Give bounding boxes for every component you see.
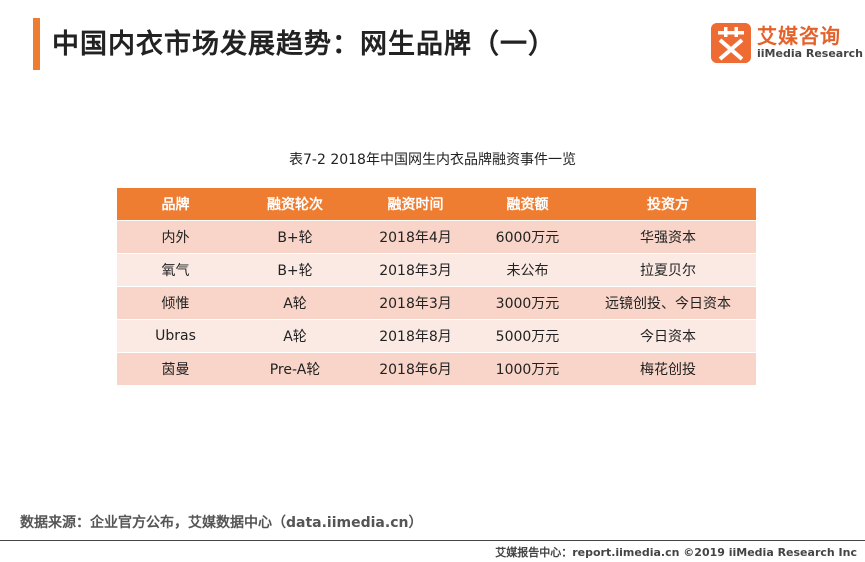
cell-round: Pre-A轮 [234, 351, 356, 385]
cell-brand: 内外 [117, 219, 234, 253]
table-row: 内外 B+轮 2018年4月 6000万元 华强资本 [117, 219, 756, 253]
cell-investor: 拉夏贝尔 [580, 252, 756, 286]
page-title: 中国内衣市场发展趋势：网生品牌（一） [52, 29, 556, 60]
cell-amount: 5000万元 [475, 318, 580, 352]
table-row: 倾惟 A轮 2018年3月 3000万元 远镜创投、今日资本 [117, 285, 756, 319]
cell-brand: 茵曼 [117, 351, 234, 385]
cell-round: B+轮 [234, 219, 356, 253]
cell-amount: 3000万元 [475, 285, 580, 319]
table-caption: 表7-2 2018年中国网生内衣品牌融资事件一览 [289, 152, 576, 168]
cell-date: 2018年8月 [356, 318, 475, 352]
column-header-amount: 融资额 [475, 188, 580, 220]
logo-name-en: iiMedia Research [757, 47, 863, 60]
table-row: 茵曼 Pre-A轮 2018年6月 1000万元 梅花创投 [117, 351, 756, 385]
cell-round: A轮 [234, 285, 356, 319]
cell-investor: 华强资本 [580, 219, 756, 253]
data-source-note: 数据来源：企业官方公布，艾媒数据中心（data.iimedia.cn） [20, 515, 423, 531]
cell-brand: 倾惟 [117, 285, 234, 319]
cell-round: B+轮 [234, 252, 356, 286]
cell-amount: 6000万元 [475, 219, 580, 253]
cell-round: A轮 [234, 318, 356, 352]
logo-mark-icon [711, 23, 751, 63]
footer-divider [0, 540, 865, 541]
column-header-investor: 投资方 [580, 188, 756, 220]
cell-date: 2018年3月 [356, 285, 475, 319]
column-header-round: 融资轮次 [234, 188, 356, 220]
column-header-brand: 品牌 [117, 188, 234, 220]
cell-amount: 未公布 [475, 252, 580, 286]
cell-brand: Ubras [117, 318, 234, 352]
cell-brand: 氧气 [117, 252, 234, 286]
cell-date: 2018年6月 [356, 351, 475, 385]
table-row: 氧气 B+轮 2018年3月 未公布 拉夏贝尔 [117, 252, 756, 286]
title-accent-bar [33, 18, 40, 70]
cell-date: 2018年4月 [356, 219, 475, 253]
column-header-date: 融资时间 [356, 188, 475, 220]
cell-date: 2018年3月 [356, 252, 475, 286]
logo-name-cn: 艾媒咨询 [757, 24, 841, 48]
financing-table: 品牌 融资轮次 融资时间 融资额 投资方 内外 B+轮 2018年4月 6000… [117, 188, 756, 385]
cell-investor: 今日资本 [580, 318, 756, 352]
table-header-row: 品牌 融资轮次 融资时间 融资额 投资方 [117, 188, 756, 220]
cell-investor: 梅花创投 [580, 351, 756, 385]
footer-copyright: 艾媒报告中心：report.iimedia.cn ©2019 iiMedia R… [495, 546, 857, 559]
logo-mark-shape [711, 23, 751, 63]
cell-investor: 远镜创投、今日资本 [580, 285, 756, 319]
iimedia-logo: 艾媒咨询 iiMedia Research [711, 23, 863, 63]
cell-amount: 1000万元 [475, 351, 580, 385]
table-row: Ubras A轮 2018年8月 5000万元 今日资本 [117, 318, 756, 352]
